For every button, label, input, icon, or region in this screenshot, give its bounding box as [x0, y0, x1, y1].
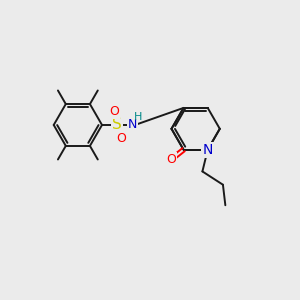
- Text: O: O: [109, 105, 119, 118]
- Text: H: H: [134, 112, 142, 122]
- Text: N: N: [202, 143, 213, 157]
- Text: S: S: [112, 118, 122, 133]
- Text: O: O: [166, 153, 176, 166]
- Text: O: O: [116, 132, 126, 145]
- Text: N: N: [128, 118, 137, 131]
